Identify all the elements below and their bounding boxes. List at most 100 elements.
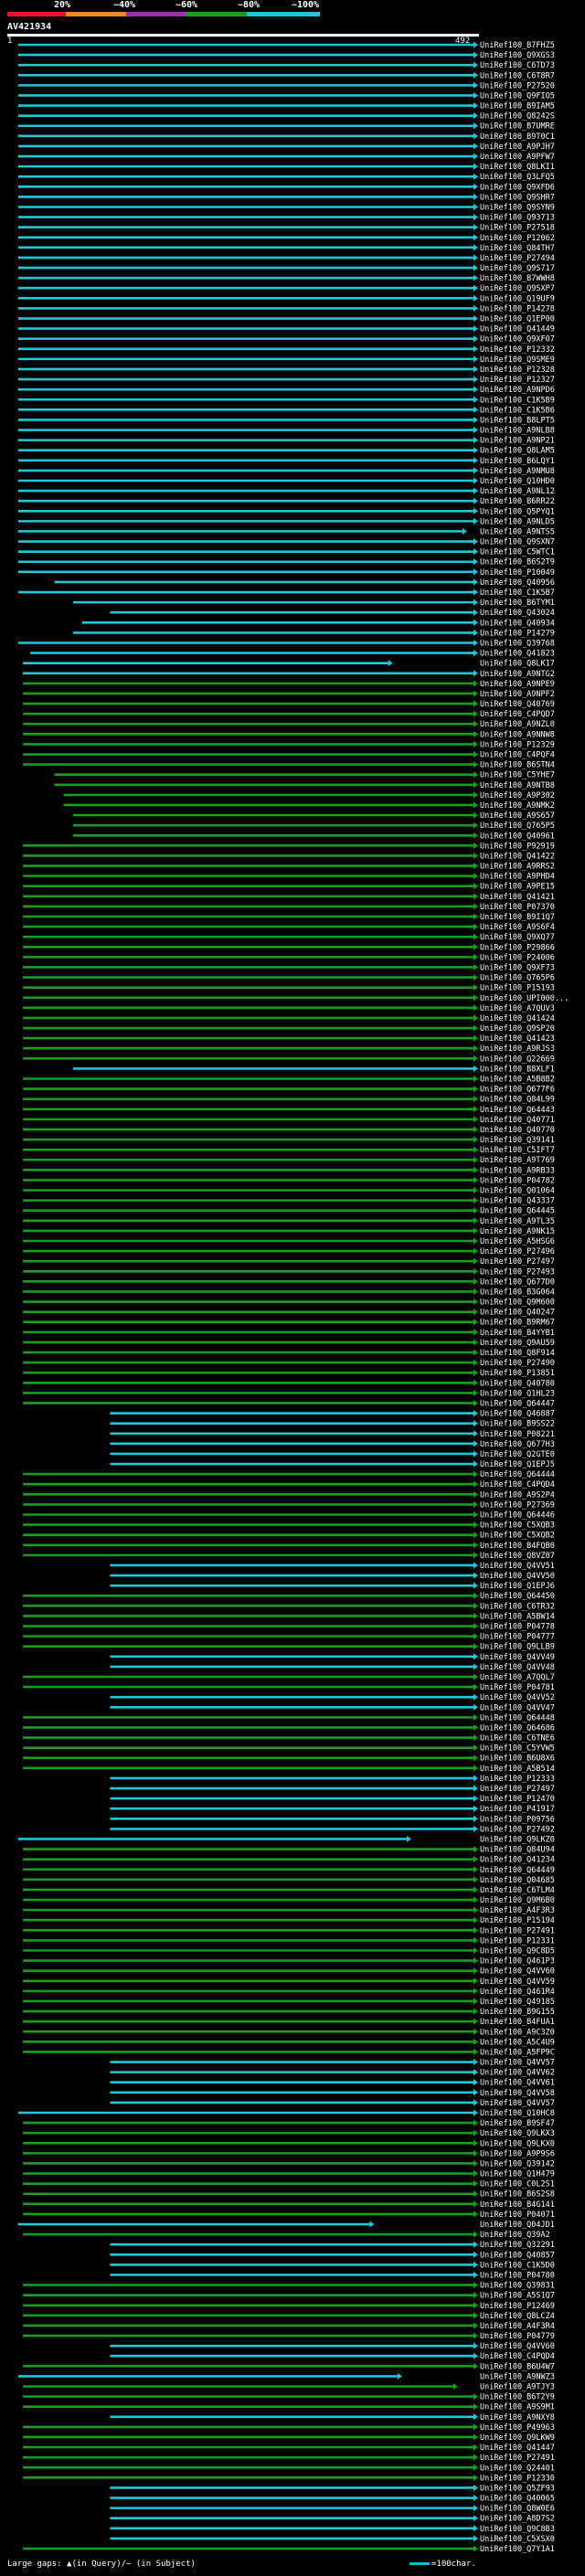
hit-label[interactable]: UniRef100_Q41823 [480, 650, 555, 659]
hit-label[interactable]: UniRef100_P27494 [480, 254, 555, 263]
hit-label[interactable]: UniRef100_Q461P3 [480, 1957, 555, 1966]
hit-label[interactable]: UniRef100_P27491 [480, 1926, 555, 1935]
hit-label[interactable]: UniRef100_Q5PYQ1 [480, 507, 555, 516]
hit-label[interactable]: UniRef100_C5IFT7 [480, 1146, 555, 1155]
hit-label[interactable]: UniRef100_P04780 [480, 2271, 555, 2280]
hit-label[interactable]: UniRef100_Q01064 [480, 1187, 555, 1196]
hit-label[interactable]: UniRef100_Q461R4 [480, 1988, 555, 1997]
hit-label[interactable]: UniRef100_P12062 [480, 234, 555, 243]
hit-label[interactable]: UniRef100_A9TL35 [480, 1217, 555, 1226]
hit-label[interactable]: UniRef100_P14279 [480, 629, 555, 638]
hit-label[interactable]: UniRef100_Q40934 [480, 619, 555, 628]
hit-label[interactable]: UniRef100_Q1EPJ5 [480, 1460, 555, 1469]
hit-label[interactable]: UniRef100_P09756 [480, 1815, 555, 1824]
hit-label[interactable]: UniRef100_A9NTG2 [480, 670, 555, 679]
hit-label[interactable]: UniRef100_Q64447 [480, 1399, 555, 1408]
hit-label[interactable]: UniRef100_A9RRS2 [480, 863, 555, 872]
hit-label[interactable]: UniRef100_P12469 [480, 2302, 555, 2311]
hit-label[interactable]: UniRef100_A5HSG6 [480, 1237, 555, 1246]
hit-label[interactable]: UniRef100_Q8W0E6 [480, 2505, 555, 2514]
hit-label[interactable]: UniRef100_Q1H479 [480, 2170, 555, 2179]
hit-label[interactable]: UniRef100_Q9C8D5 [480, 1947, 555, 1956]
hit-label[interactable]: UniRef100_Q84L99 [480, 1096, 555, 1105]
hit-label[interactable]: UniRef100_A9NTS5 [480, 527, 555, 536]
hit-label[interactable]: UniRef100_Q04685 [480, 1876, 555, 1885]
hit-label[interactable]: UniRef100_B6U8X6 [480, 1754, 555, 1764]
hit-label[interactable]: UniRef100_P27497 [480, 1257, 555, 1267]
hit-label[interactable]: UniRef100_C4PQD4 [480, 2352, 555, 2361]
hit-label[interactable]: UniRef100_Q04JD1 [480, 2221, 555, 2230]
hit-label[interactable]: UniRef100_C1K5B6 [480, 406, 555, 415]
hit-label[interactable]: UniRef100_Q9SXN7 [480, 538, 555, 547]
hit-label[interactable]: UniRef100_A9NXY8 [480, 2413, 555, 2422]
hit-label[interactable]: UniRef100_Q39A2 [480, 2231, 550, 2240]
hit-label[interactable]: UniRef100_P49963 [480, 2423, 555, 2433]
hit-label[interactable]: UniRef100_Q8VZ07 [480, 1552, 555, 1561]
hit-label[interactable]: UniRef100_P29866 [480, 943, 555, 952]
hit-label[interactable]: UniRef100_P04777 [480, 1633, 555, 1642]
hit-label[interactable]: UniRef100_Q4VV60 [480, 1967, 555, 1977]
hit-label[interactable]: UniRef100_A5S1Q7 [480, 2292, 555, 2301]
hit-label[interactable]: UniRef100_P12328 [480, 366, 555, 375]
hit-label[interactable]: UniRef100_A5BW14 [480, 1612, 555, 1621]
hit-label[interactable]: UniRef100_A5B514 [480, 1765, 555, 1774]
hit-label[interactable]: UniRef100_A9NPF2 [480, 690, 555, 699]
hit-label[interactable]: UniRef100_Q4VV58 [480, 2089, 555, 2098]
hit-label[interactable]: UniRef100_Q4VV52 [480, 1693, 555, 1702]
hit-label[interactable]: UniRef100_A9S2P4 [480, 1490, 555, 1500]
hit-label[interactable]: UniRef100_Q24401 [480, 2464, 555, 2473]
hit-label[interactable]: UniRef100_C0L2S1 [480, 2180, 555, 2189]
hit-label[interactable]: UniRef100_Q9LKW9 [480, 2433, 555, 2443]
hit-label[interactable]: UniRef100_A9NMK2 [480, 801, 555, 811]
hit-label[interactable]: UniRef100_Q49185 [480, 1998, 555, 2007]
hit-label[interactable]: UniRef100_Q41449 [480, 325, 555, 334]
hit-label[interactable]: UniRef100_P12331 [480, 1936, 555, 1945]
hit-label[interactable]: UniRef100_P04779 [480, 2332, 555, 2341]
hit-label[interactable]: UniRef100_B9SS22 [480, 1420, 555, 1429]
hit-label[interactable]: UniRef100_P10049 [480, 568, 555, 578]
hit-label[interactable]: UniRef100_Q64450 [480, 1592, 555, 1601]
hit-label[interactable]: UniRef100_Q9XF07 [480, 335, 555, 345]
hit-label[interactable]: UniRef100_Q3LFQ5 [480, 173, 555, 182]
hit-label[interactable]: UniRef100_P12330 [480, 2474, 555, 2483]
hit-label[interactable]: UniRef100_B7WWH8 [480, 274, 555, 283]
hit-label[interactable]: UniRef100_Q4VV60 [480, 2342, 555, 2351]
hit-label[interactable]: UniRef100_P07370 [480, 903, 555, 912]
hit-label[interactable]: UniRef100_Q46887 [480, 1410, 555, 1419]
hit-label[interactable]: UniRef100_Q40956 [480, 578, 555, 588]
hit-label[interactable]: UniRef100_A9NPE9 [480, 680, 555, 689]
hit-label[interactable]: UniRef100_A9NLD5 [480, 517, 555, 526]
hit-label[interactable]: UniRef100_Q9SYN9 [480, 203, 555, 212]
hit-label[interactable]: UniRef100_P27492 [480, 1825, 555, 1834]
hit-label[interactable]: UniRef100_Q40961 [480, 832, 555, 841]
hit-label[interactable]: UniRef100_A9P9S6 [480, 2149, 555, 2158]
hit-label[interactable]: UniRef100_P12470 [480, 1795, 555, 1804]
hit-label[interactable]: UniRef100_C5XQB3 [480, 1521, 555, 1531]
hit-label[interactable]: UniRef100_C6TD73 [480, 61, 555, 70]
hit-label[interactable]: UniRef100_Q9XGS3 [480, 51, 555, 60]
hit-label[interactable]: UniRef100_Q9XF73 [480, 963, 555, 972]
hit-label[interactable]: UniRef100_Q4VV51 [480, 1562, 555, 1571]
hit-label[interactable]: UniRef100_P27491 [480, 2454, 555, 2463]
hit-label[interactable]: UniRef100_B6RR22 [480, 497, 555, 506]
hit-label[interactable]: UniRef100_A9TJY3 [480, 2383, 555, 2392]
hit-label[interactable]: UniRef100_Q1HL23 [480, 1389, 555, 1398]
hit-label[interactable]: UniRef100_Q677D0 [480, 1277, 555, 1287]
hit-label[interactable]: UniRef100_B8LPT5 [480, 416, 555, 425]
hit-label[interactable]: UniRef100_B4FUA1 [480, 2018, 555, 2027]
hit-label[interactable]: UniRef100_Q40857 [480, 2251, 555, 2260]
hit-label[interactable]: UniRef100_A9S6F4 [480, 923, 555, 932]
hit-label[interactable]: UniRef100_Q8LAM5 [480, 447, 555, 456]
hit-label[interactable]: UniRef100_Q1EPJ6 [480, 1582, 555, 1591]
hit-label[interactable]: UniRef100_C5XQB2 [480, 1532, 555, 1541]
hit-label[interactable]: UniRef100_C1K5B7 [480, 588, 555, 598]
hit-label[interactable]: UniRef100_Q9FIO5 [480, 91, 555, 101]
hit-label[interactable]: UniRef100_UPI000... [480, 994, 569, 1003]
hit-label[interactable]: UniRef100_Q43337 [480, 1197, 555, 1206]
hit-label[interactable]: UniRef100_B9I1Q7 [480, 913, 555, 922]
hit-label[interactable]: UniRef100_Q41422 [480, 852, 555, 861]
hit-label[interactable]: UniRef100_Q9SXP7 [480, 284, 555, 293]
hit-label[interactable]: UniRef100_B3G064 [480, 1288, 555, 1297]
hit-label[interactable]: UniRef100_B9SF47 [480, 2119, 555, 2128]
hit-label[interactable]: UniRef100_C6TR32 [480, 1602, 555, 1611]
